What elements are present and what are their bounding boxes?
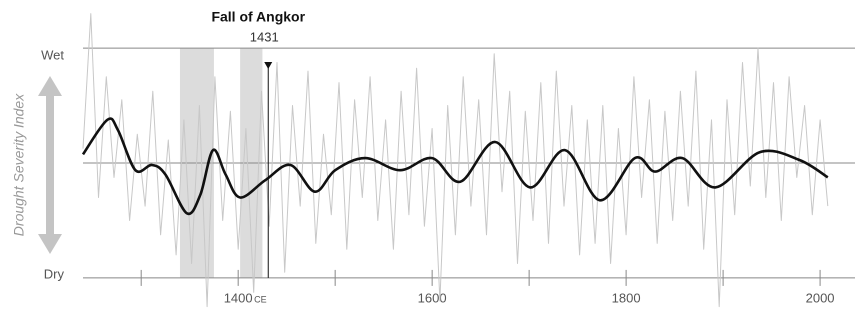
x-tick-label: 2000 — [806, 290, 835, 305]
y-tick-label: Wet — [41, 48, 64, 63]
annotation-marker — [264, 62, 273, 69]
annotation-title: Fall of Angkor — [211, 9, 305, 25]
smoothed-line — [81, 117, 829, 216]
x-tick-label: 1800 — [612, 290, 641, 305]
x-tick-label: 1600 — [418, 290, 447, 305]
annual-line — [82, 13, 829, 308]
y-tick-label: Dry — [44, 266, 65, 281]
x-tick-label: 1400 — [224, 290, 253, 305]
annotation-year: 1431 — [250, 29, 279, 44]
x-unit: CE — [254, 294, 267, 304]
wet-dry-arrow — [38, 76, 62, 254]
y-axis-label: Drought Severity Index — [11, 93, 27, 236]
